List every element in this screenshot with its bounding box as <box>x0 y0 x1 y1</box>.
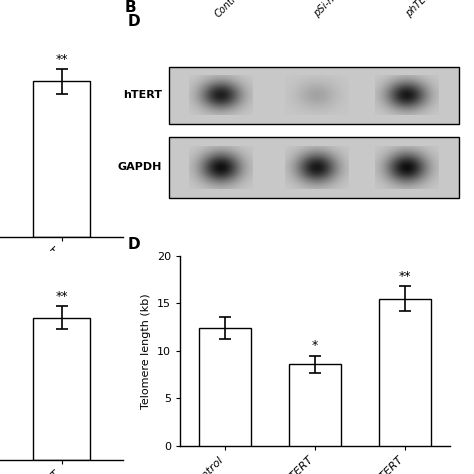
Y-axis label: Telomere length (kb): Telomere length (kb) <box>141 293 151 409</box>
Bar <box>379 299 431 446</box>
Text: D: D <box>128 237 141 252</box>
Text: **: ** <box>55 291 68 303</box>
Text: GAPDH: GAPDH <box>118 162 162 172</box>
Text: *: * <box>312 339 319 352</box>
Bar <box>33 81 90 237</box>
Text: Optical density (%): Optical density (%) <box>473 81 474 175</box>
Text: Control: Control <box>213 0 246 19</box>
Text: phTERT: phTERT <box>404 0 438 19</box>
Text: B: B <box>125 0 136 15</box>
Text: pSi-hTERT: pSi-hTERT <box>312 0 355 19</box>
Text: **: ** <box>399 270 411 283</box>
Bar <box>289 364 341 446</box>
Bar <box>33 318 90 460</box>
Text: **: ** <box>55 53 68 66</box>
Bar <box>199 328 251 446</box>
Text: hTERT: hTERT <box>123 90 162 100</box>
Text: D: D <box>128 14 141 29</box>
